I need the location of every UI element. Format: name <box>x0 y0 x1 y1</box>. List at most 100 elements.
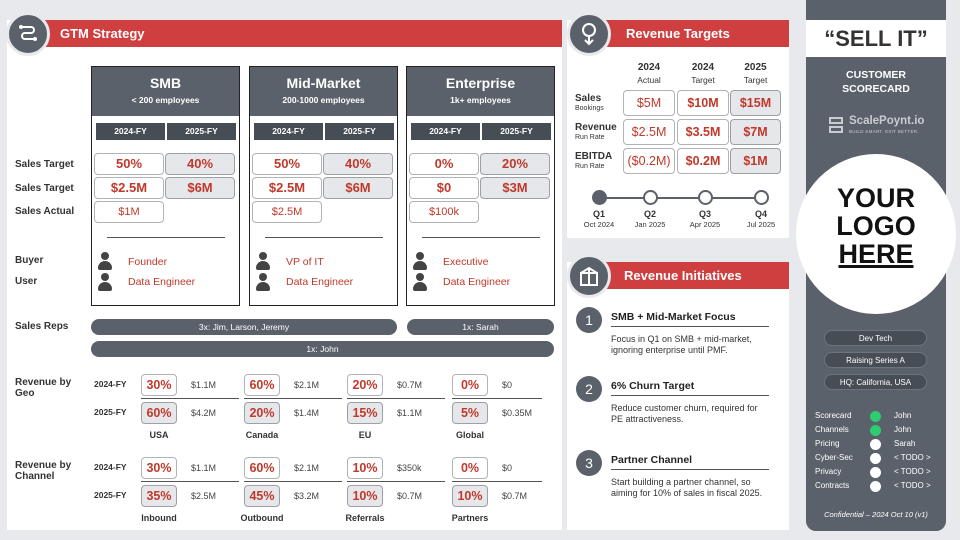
initiative-divider <box>611 395 769 396</box>
column-label: EU <box>358 430 372 440</box>
buyer-icon-head <box>259 252 267 260</box>
targets-title-bar: Revenue Targets <box>590 20 789 47</box>
user-icon-body <box>98 282 112 291</box>
pct-2024: 60% <box>244 374 280 396</box>
target-amt-2024: $0 <box>409 177 479 199</box>
segment-divider <box>265 237 383 238</box>
pct-2024: 60% <box>244 457 280 479</box>
row-divider <box>347 481 445 482</box>
amt-2025: $0.7M <box>502 491 528 501</box>
sidebar-footer: Confidential – 2024 Oct 10 (v1) <box>824 510 928 519</box>
logo-line-3: HERE <box>838 239 914 269</box>
target-amt-2024: $2.5M <box>252 177 322 199</box>
amt-2024: $2.1M <box>294 380 320 390</box>
label-user: User <box>15 276 38 287</box>
user-icon-head <box>416 273 424 281</box>
row-divider <box>452 398 542 399</box>
gtm-title: GTM Strategy <box>60 26 145 41</box>
timeline-quarter: Q3 <box>698 209 711 219</box>
badge-funding: Raising Series A <box>824 352 927 368</box>
status-dot <box>870 481 881 492</box>
fy-label-2025: 2025-FY <box>94 407 127 417</box>
target-pct-2025: 20% <box>480 153 550 175</box>
buyer-icon <box>413 252 427 270</box>
targets-title: Revenue Targets <box>626 26 730 41</box>
col-sub: Target <box>743 75 768 85</box>
timeline-quarter: Q4 <box>754 209 767 219</box>
timeline-dot <box>754 190 769 205</box>
status-dot <box>870 425 881 436</box>
amt-2025: $4.2M <box>191 408 217 418</box>
amt-2025: $0.35M <box>502 408 533 418</box>
status-owner: John <box>894 411 912 420</box>
amt-2025: $1.1M <box>397 408 423 418</box>
segment-header: Mid-Market 200-1000 employees <box>250 67 397 116</box>
col-year: 2024 <box>637 62 661 73</box>
row-divider <box>452 481 542 482</box>
row-divider <box>244 398 342 399</box>
label-sales-target-amt: Sales Target <box>15 183 74 194</box>
buyer-icon-head <box>416 252 424 260</box>
target-pct-2025: 40% <box>323 153 393 175</box>
pct-2025: 35% <box>141 485 177 507</box>
segment-divider <box>107 237 225 238</box>
amt-2025: $2.5M <box>191 491 217 501</box>
amt-2024: $350k <box>397 463 422 473</box>
label-sales-reps: Sales Reps <box>15 321 69 332</box>
initiative-divider <box>611 469 769 470</box>
fy-label-2024: 2024-FY <box>94 462 127 472</box>
box-icon <box>567 254 611 298</box>
col-year: 2024 <box>691 62 715 73</box>
target-amt-2025: $3M <box>480 177 550 199</box>
logo-placeholder: YOUR LOGO HERE <box>796 154 956 314</box>
status-dot <box>870 453 881 464</box>
brand-icon <box>826 116 846 134</box>
pct-2024: 20% <box>347 374 383 396</box>
row-label: EBITDA <box>575 151 613 162</box>
pct-2024: 10% <box>347 457 383 479</box>
actual-2024: $1M <box>94 201 164 223</box>
target-value: ($0.2M) <box>623 148 675 174</box>
label-rev-geo: Revenue by Geo <box>15 377 72 399</box>
segment-header: Enterprise 1k+ employees <box>407 67 554 116</box>
target-value: $15M <box>730 90 781 116</box>
buyer-icon-body <box>413 261 427 270</box>
amt-2025: $1.4M <box>294 408 320 418</box>
row-sublabel: Bookings <box>575 105 604 112</box>
status-label: Contracts <box>815 481 850 490</box>
column-label: Partners <box>451 513 489 523</box>
target-value: $3.5M <box>677 119 729 145</box>
user-icon-head <box>101 273 109 281</box>
row-sublabel: Run Rate <box>575 163 605 170</box>
buyer-name: Founder <box>128 256 168 268</box>
buyer-icon-body <box>98 261 112 270</box>
initiative-number: 2 <box>576 376 602 402</box>
fy-header-2024: 2024-FY <box>411 123 480 140</box>
segment-size: 1k+ employees <box>450 95 511 105</box>
actual-2024: $100k <box>409 201 479 223</box>
status-label: Channels <box>815 425 849 434</box>
user-icon-body <box>256 282 270 291</box>
status-owner: < TODO > <box>894 467 931 476</box>
badge-industry: Dev Tech <box>824 330 927 346</box>
initiative-title: SMB + Mid-Market Focus <box>611 311 736 323</box>
actual-2024: $2.5M <box>252 201 322 223</box>
sales-reps-pill-1: 3x: Jim, Larson, Jeremy <box>91 319 397 335</box>
sidebar-title-box: “SELL IT” <box>806 20 946 57</box>
amt-2024: $1.1M <box>191 463 217 473</box>
status-label: Privacy <box>815 467 842 476</box>
fy-header-2024: 2024-FY <box>96 123 165 140</box>
fy-label-2025: 2025-FY <box>94 490 127 500</box>
segment-size: < 200 employees <box>131 95 200 105</box>
pct-2025: 60% <box>141 402 177 424</box>
pct-2025: 10% <box>347 485 383 507</box>
timeline-date: Jan 2025 <box>634 220 666 229</box>
timeline-date: Apr 2025 <box>689 220 721 229</box>
amt-2024: $2.1M <box>294 463 320 473</box>
amt-2025: $3.2M <box>294 491 320 501</box>
initiative-title: Partner Channel <box>611 454 693 466</box>
column-label: Outbound <box>240 513 284 523</box>
timeline-dot <box>592 190 607 205</box>
segment-name: Mid-Market <box>286 75 361 91</box>
initiatives-title-bar: Revenue Initiatives <box>590 262 789 289</box>
